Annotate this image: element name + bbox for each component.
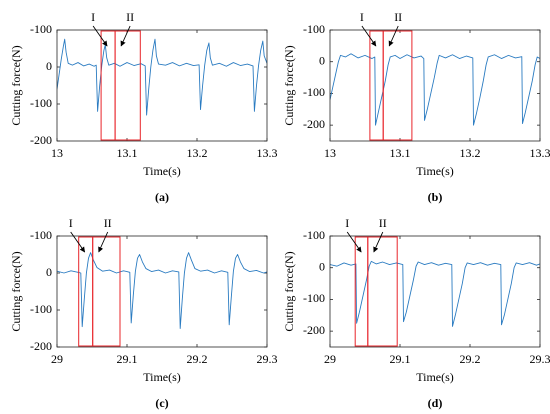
region-arrow (92, 25, 108, 47)
region-label: I (91, 10, 95, 24)
signal-line (57, 38, 267, 116)
y-axis-label: Cutting force(N) (9, 45, 23, 125)
region-label: II (104, 216, 112, 230)
axes-frame (329, 235, 541, 348)
y-tick-label: 0 (319, 259, 325, 273)
signal-line (57, 252, 267, 329)
region-box (100, 30, 116, 141)
y-tick-label: 0 (46, 59, 52, 73)
region-label: I (345, 216, 349, 230)
y-tick-label: -200 (30, 339, 52, 353)
x-tick-label: 29.1 (117, 352, 138, 366)
x-tick-label: 13 (324, 146, 336, 160)
region-arrow (70, 231, 86, 253)
region-label: II (126, 10, 134, 24)
region-box (367, 236, 398, 347)
region-box (114, 30, 141, 141)
region-label: I (360, 10, 364, 24)
plot-area (57, 38, 267, 116)
region-arrow (346, 231, 362, 253)
region-label: II (379, 216, 387, 230)
plot-area (330, 53, 540, 126)
region-arrow (388, 25, 399, 47)
panel-label: (d) (428, 396, 443, 410)
region-label: I (69, 216, 73, 230)
x-tick-label: 29.3 (530, 352, 550, 366)
plot-area (330, 260, 540, 327)
y-tick-label: 0 (46, 265, 52, 279)
x-tick-label: 13.2 (187, 146, 208, 160)
region-box (354, 236, 369, 347)
y-tick-label: -100 (30, 22, 52, 36)
x-tick-label: 13.1 (117, 146, 138, 160)
x-tick-label: 13.3 (530, 146, 550, 160)
y-axis-label: Cutting force(N) (9, 251, 23, 331)
region-box (369, 30, 384, 141)
x-tick-label: 13 (51, 146, 63, 160)
region-arrow (373, 231, 384, 253)
y-tick-label: -100 (30, 228, 52, 242)
panel-label: (b) (428, 190, 443, 204)
axes-frame (56, 235, 268, 348)
region-arrow (98, 231, 109, 253)
y-tick-label: -200 (303, 323, 325, 337)
x-tick-label: 29.1 (390, 352, 411, 366)
x-axis-label: Time(s) (416, 164, 454, 178)
region-arrow (120, 25, 131, 47)
axes-frame (56, 29, 268, 142)
y-tick-label: -100 (303, 85, 325, 99)
y-axis-label: Cutting force(N) (282, 45, 296, 125)
panel-label: (a) (155, 190, 169, 204)
x-tick-label: 29.3 (257, 352, 278, 366)
x-tick-label: 13.3 (257, 146, 278, 160)
y-tick-label: -100 (303, 291, 325, 305)
signal-line (330, 53, 540, 126)
x-tick-label: 13.1 (390, 146, 411, 160)
x-axis-label: Time(s) (143, 370, 181, 384)
x-axis-label: Time(s) (143, 164, 181, 178)
region-arrow (361, 25, 377, 47)
y-tick-label: -100 (30, 96, 52, 110)
x-tick-label: 13.2 (460, 146, 481, 160)
y-tick-label: -200 (30, 133, 52, 147)
x-tick-label: 29 (51, 352, 63, 366)
y-tick-label: -100 (303, 22, 325, 36)
y-tick-label: -100 (30, 302, 52, 316)
region-label: II (394, 10, 402, 24)
y-tick-label: 0 (319, 53, 325, 67)
x-axis-label: Time(s) (416, 370, 454, 384)
y-tick-label: -100 (303, 228, 325, 242)
y-tick-label: -200 (303, 117, 325, 131)
region-box (92, 236, 121, 347)
x-tick-label: 29.2 (187, 352, 208, 366)
x-tick-label: 29 (324, 352, 336, 366)
panel-label: (c) (155, 396, 168, 410)
plot-area (57, 252, 267, 329)
region-box (382, 30, 413, 141)
axes-frame (329, 29, 541, 142)
y-axis-label: Cutting force(N) (282, 251, 296, 331)
x-tick-label: 29.2 (460, 352, 481, 366)
signal-line (330, 260, 540, 327)
